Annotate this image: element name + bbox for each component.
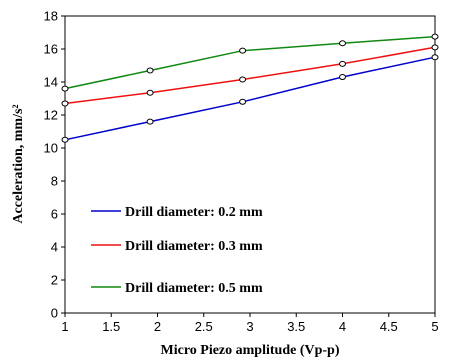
legend-label-2: Drill diameter: 0.3 mm xyxy=(125,239,263,254)
y-axis: 0 2 4 6 8 10 12 14 16 18 xyxy=(44,9,65,321)
x-axis-title: Micro Piezo amplitude (Vp-p) xyxy=(161,343,340,358)
y-tick-label: 2 xyxy=(51,273,58,288)
data-point xyxy=(339,60,346,67)
y-tick-label: 10 xyxy=(44,141,58,156)
legend-label-1: Drill diameter: 0.2 mm xyxy=(125,205,263,220)
x-tick-label: 4 xyxy=(339,319,346,334)
x-tick-label: 3.5 xyxy=(287,319,305,334)
series-layer xyxy=(61,33,439,143)
data-point xyxy=(239,98,247,105)
data-point xyxy=(146,118,154,125)
y-tick-label: 12 xyxy=(44,108,58,123)
x-tick-label: 1.5 xyxy=(102,319,120,334)
x-tick-label: 2 xyxy=(154,319,161,334)
data-point xyxy=(339,40,346,47)
data-point xyxy=(146,67,154,74)
x-tick-label: 1 xyxy=(61,319,68,334)
x-tick-label: 2.5 xyxy=(195,319,213,334)
legend-label-3: Drill diameter: 0.5 mm xyxy=(125,281,263,296)
y-tick-label: 6 xyxy=(51,207,58,222)
data-point xyxy=(431,54,439,61)
data-point xyxy=(61,85,69,92)
x-tick-label: 5 xyxy=(431,319,438,334)
legend: Drill diameter: 0.2 mm Drill diameter: 0.… xyxy=(91,205,263,296)
y-axis-title: Acceleration, mm/s² xyxy=(11,104,26,223)
data-point xyxy=(61,100,69,107)
y-tick-label: 8 xyxy=(51,174,58,189)
y-tick-label: 18 xyxy=(44,9,58,24)
x-tick-label: 4.5 xyxy=(380,319,398,334)
x-tick-label: 3 xyxy=(246,319,253,334)
data-point xyxy=(61,136,69,143)
data-point xyxy=(431,44,439,51)
y-tick-label: 0 xyxy=(51,306,58,321)
y-tick-label: 4 xyxy=(51,240,58,255)
data-point xyxy=(239,76,247,83)
x-axis: 1 1.5 2 2.5 3 3.5 4 4.5 5 xyxy=(61,313,439,334)
plot-area xyxy=(64,15,436,314)
data-point xyxy=(431,33,439,40)
y-tick-label: 16 xyxy=(44,42,58,57)
y-tick-label: 14 xyxy=(44,75,58,90)
data-point xyxy=(239,47,247,54)
data-point xyxy=(339,74,346,81)
data-point xyxy=(146,89,154,96)
